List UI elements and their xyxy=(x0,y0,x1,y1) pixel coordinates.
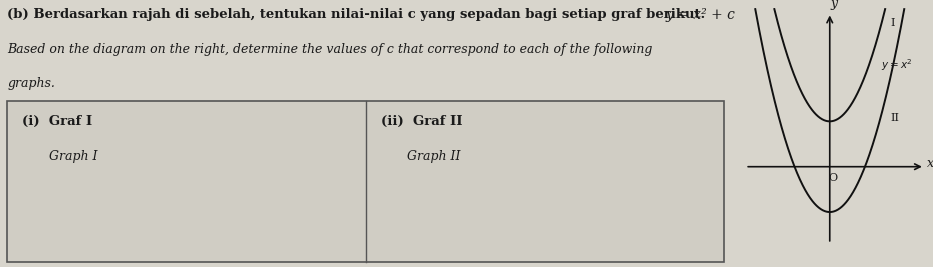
Text: $y=x^2$: $y=x^2$ xyxy=(881,57,912,73)
Text: I: I xyxy=(890,18,895,28)
Text: Based on the diagram on the right, determine the values of c that correspond to : Based on the diagram on the right, deter… xyxy=(7,43,653,56)
Text: Graph I: Graph I xyxy=(49,150,97,163)
Text: Graph II: Graph II xyxy=(407,150,460,163)
Text: graphs.: graphs. xyxy=(7,77,55,91)
Text: (ii)  Graf II: (ii) Graf II xyxy=(381,115,462,128)
Text: II: II xyxy=(890,113,899,123)
Text: (b) Berdasarkan rajah di sebelah, tentukan nilai-nilai c yang sepadan bagi setia: (b) Berdasarkan rajah di sebelah, tentuk… xyxy=(7,8,705,21)
Text: (i)  Graf I: (i) Graf I xyxy=(22,115,92,128)
Text: y = x² + c: y = x² + c xyxy=(665,8,735,22)
Bar xyxy=(7,101,724,262)
Text: y: y xyxy=(830,0,838,10)
Text: O: O xyxy=(829,174,838,183)
Text: x: x xyxy=(926,156,933,170)
